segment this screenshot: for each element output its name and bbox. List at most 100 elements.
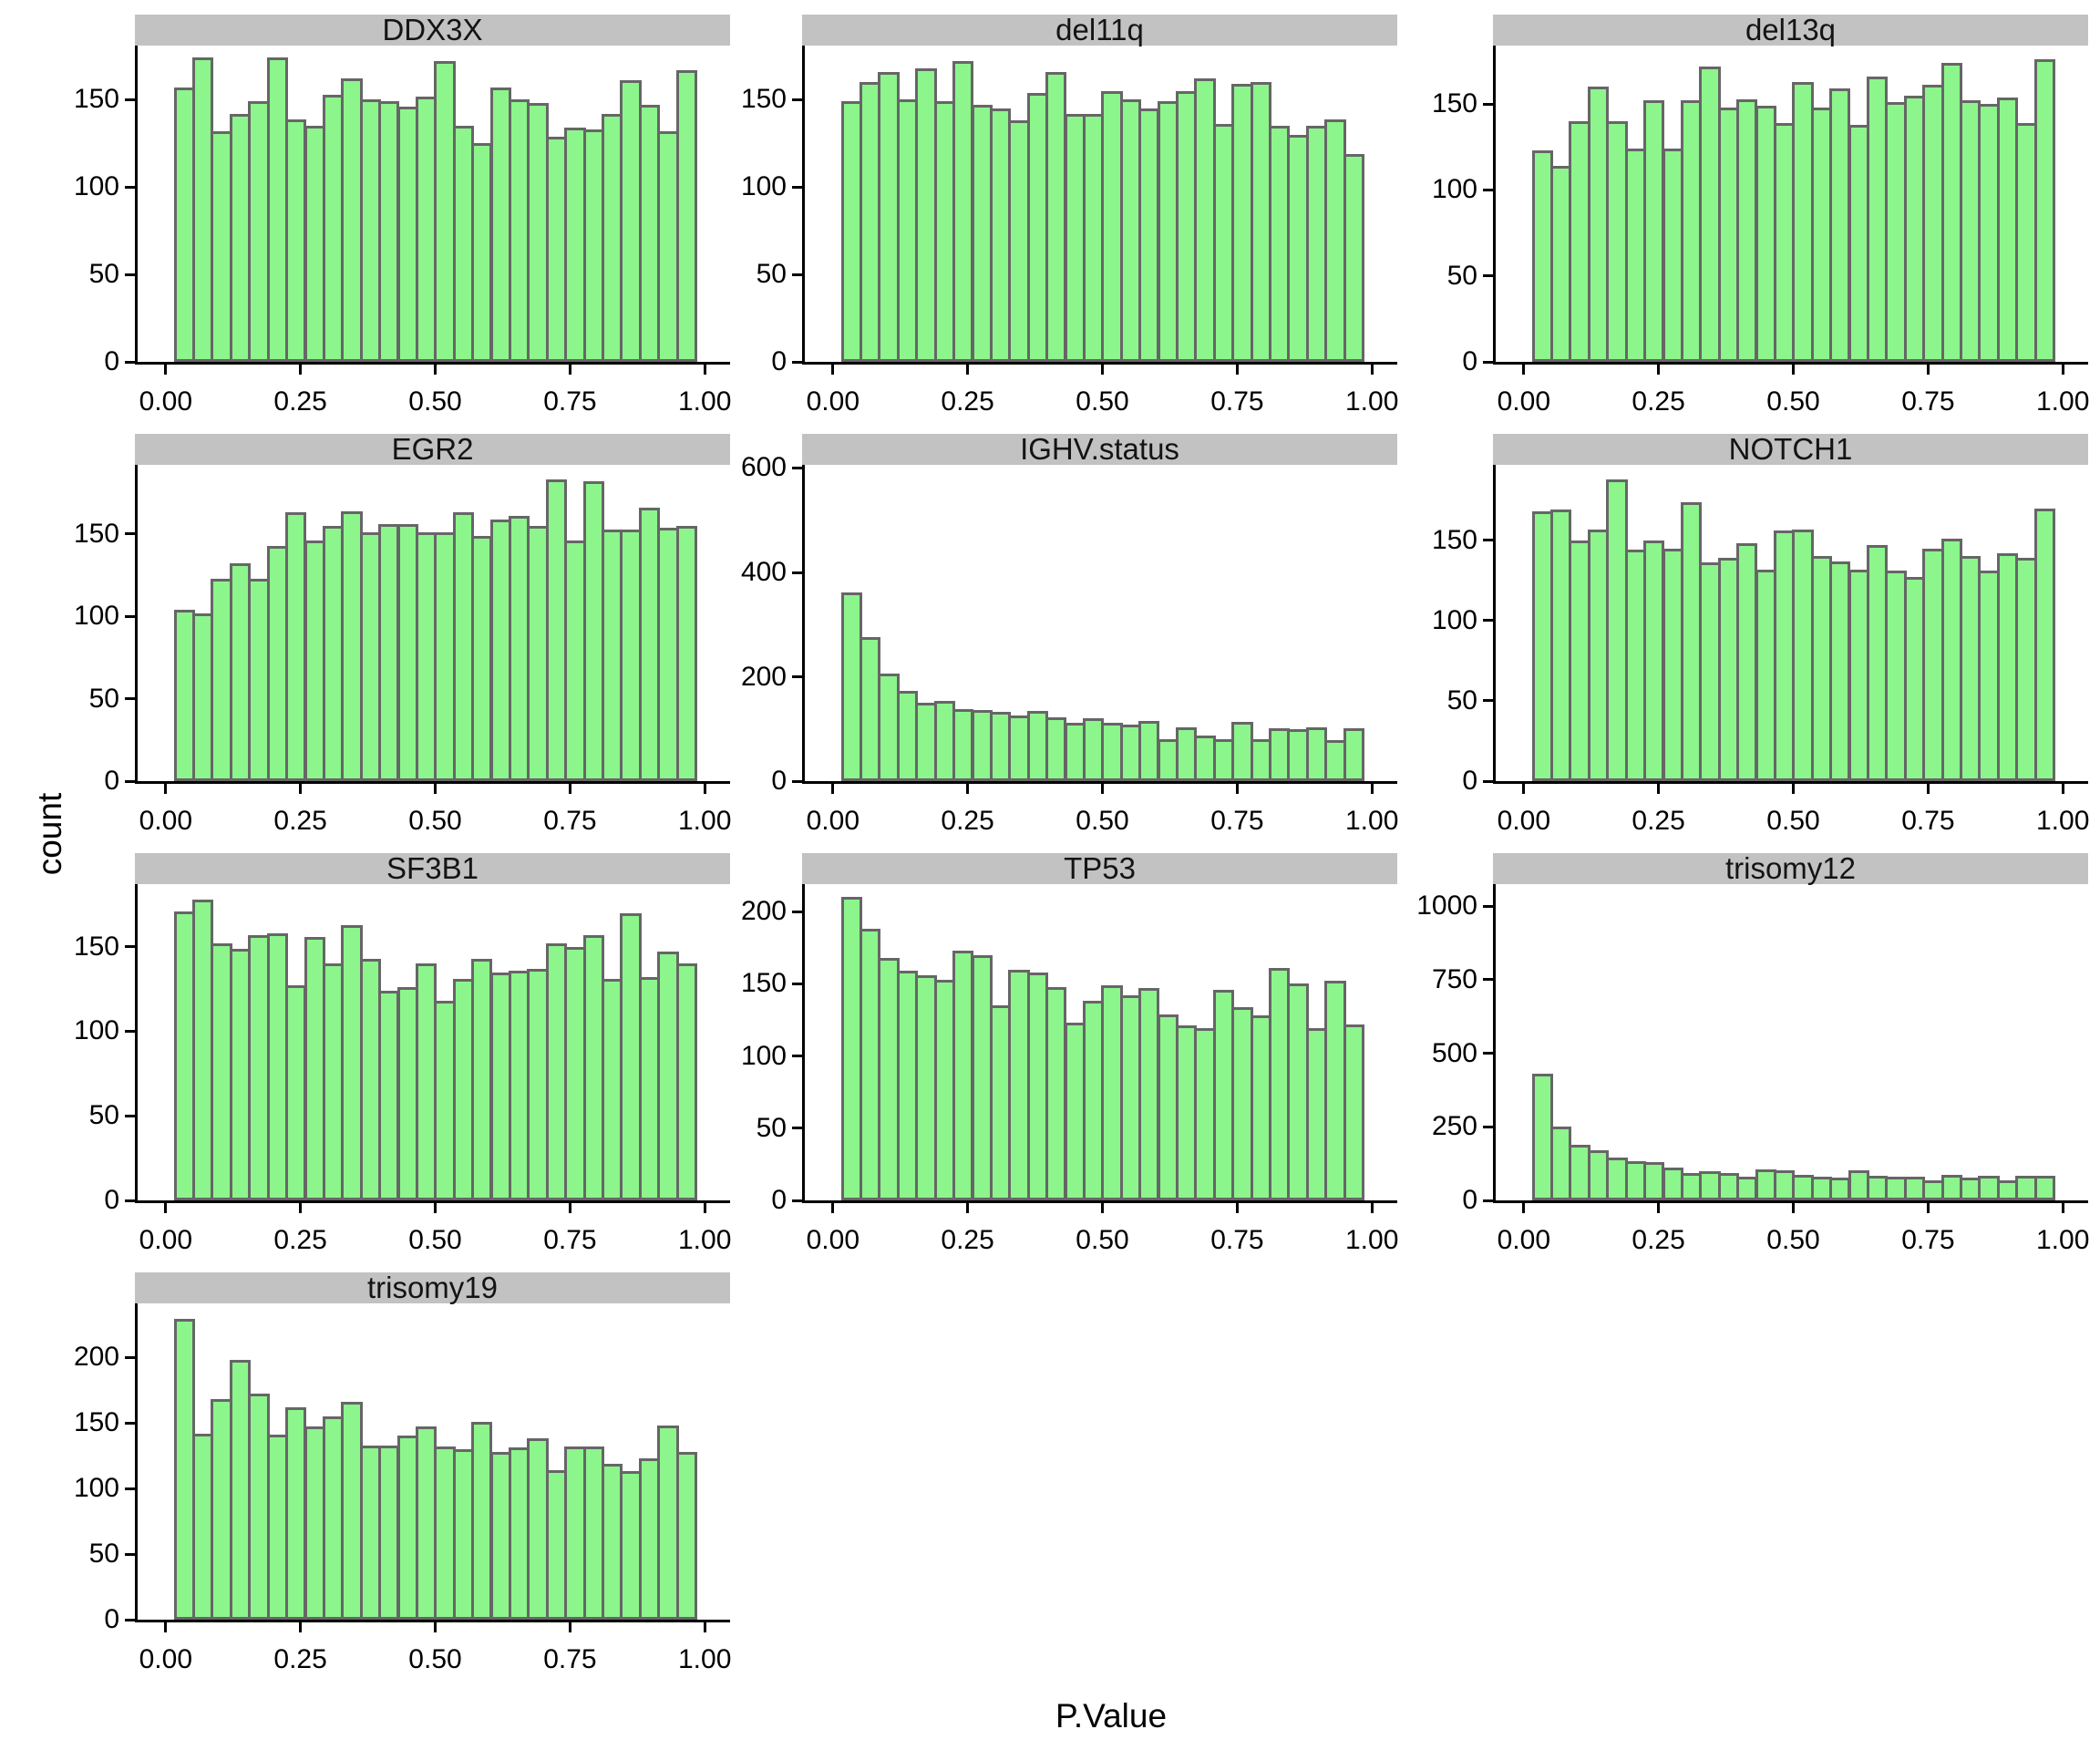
x-tick-mark	[1370, 365, 1374, 375]
facet-title: del11q	[1055, 13, 1144, 46]
x-tick-mark	[568, 784, 571, 794]
histogram-bar	[2033, 508, 2055, 781]
y-tick-mark	[792, 779, 802, 783]
y-tick-mark	[125, 185, 135, 189]
x-tick-mark	[1657, 784, 1661, 794]
facet-strip: TP53	[802, 853, 1397, 884]
x-tick-label: 1.00	[677, 806, 732, 836]
x-tick-label: 0.75	[1210, 806, 1264, 836]
y-tick-mark	[125, 1618, 135, 1621]
y-tick-label: 50	[88, 683, 119, 714]
y-tick-mark	[792, 1199, 802, 1202]
y-tick-mark	[1483, 102, 1493, 106]
x-tick-label: 0.25	[273, 1644, 327, 1674]
x-tick-mark	[1926, 784, 1930, 794]
facet-title: del13q	[1745, 13, 1837, 46]
x-tick-label: 0.25	[941, 386, 994, 417]
y-tick-label: 50	[88, 259, 119, 290]
y-tick-mark	[125, 98, 135, 101]
facet-strip: EGR2	[135, 434, 730, 465]
y-tick-mark	[125, 945, 135, 949]
facet-title: TP53	[1064, 851, 1136, 885]
y-tick-mark	[792, 910, 802, 913]
y-tick-label: 0	[104, 766, 119, 796]
y-tick-mark	[792, 675, 802, 678]
x-tick-mark	[164, 1203, 168, 1213]
y-tick-mark	[792, 273, 802, 276]
x-tick-label: 0.50	[1766, 1225, 1820, 1255]
facet-title: IGHV.status	[1020, 432, 1179, 466]
y-tick-label: 750	[1431, 963, 1477, 994]
x-tick-label: 0.00	[139, 806, 192, 836]
x-tick-mark	[164, 365, 168, 375]
y-tick-mark	[1483, 188, 1493, 191]
x-tick-mark	[1101, 1203, 1104, 1213]
y-tick-mark	[125, 1199, 135, 1202]
facet-strip: DDX3X	[135, 15, 730, 46]
x-tick-label: 0.00	[139, 1225, 192, 1255]
x-tick-mark	[1792, 1203, 1795, 1213]
y-tick-mark	[1483, 1052, 1493, 1055]
x-tick-label: 0.75	[543, 386, 597, 417]
y-tick-label: 0	[104, 1604, 119, 1634]
plot-area: 0 50 100 150 0.00 0.25 0.50 0.75 1.00	[1432, 465, 2089, 836]
y-tick-label: 100	[1431, 604, 1477, 635]
x-tick-mark	[1101, 784, 1104, 794]
y-tick-mark	[125, 697, 135, 701]
facet-strip: NOTCH1	[1493, 434, 2088, 465]
histogram-bar	[2033, 1175, 2055, 1200]
x-tick-mark	[966, 365, 970, 375]
x-tick-mark	[164, 1622, 168, 1632]
x-tick-mark	[2061, 1203, 2064, 1213]
x-tick-label: 0.75	[1901, 386, 1955, 417]
y-tick-label: 0	[771, 1185, 787, 1215]
histogram-bar	[1343, 1024, 1364, 1200]
y-tick-label: 250	[1431, 1111, 1477, 1142]
y-tick-label: 50	[756, 259, 787, 290]
y-tick-label: 50	[1446, 260, 1477, 291]
x-tick-mark	[299, 1203, 303, 1213]
y-tick-mark	[125, 1029, 135, 1033]
plot-area: 0 50 100 150 0.00 0.25 0.50 0.75 1.00	[74, 465, 731, 836]
facet-strip: del11q	[802, 15, 1397, 46]
x-tick-label: 0.75	[1901, 806, 1955, 836]
facet-panel-SF3B1: SF3B1 0 50 100 150 0.00 0.25 0.50 0.75 1.00	[74, 853, 731, 1256]
facet-panel-trisomy12: trisomy12 0 250 500 750 1000 0.00 0.25 0.50 0.75 1…	[1416, 853, 2089, 1256]
x-tick-mark	[1657, 365, 1661, 375]
y-tick-label: 0	[1462, 766, 1477, 796]
x-tick-mark	[831, 784, 835, 794]
facet-title: DDX3X	[382, 13, 483, 46]
facet-strip: IGHV.status	[802, 434, 1397, 465]
y-tick-mark	[792, 466, 802, 469]
x-tick-mark	[434, 1622, 437, 1632]
x-tick-mark	[1235, 1203, 1239, 1213]
x-tick-mark	[831, 1203, 835, 1213]
x-tick-label: 0.50	[408, 1644, 462, 1674]
y-tick-label: 50	[756, 1112, 787, 1143]
x-tick-label: 0.50	[408, 806, 462, 836]
x-tick-mark	[1657, 1203, 1661, 1213]
y-tick-mark	[1483, 699, 1493, 703]
y-tick-mark	[1483, 1125, 1493, 1128]
facet-panel-del13q: del13q 0 50 100 150 0.00 0.25 0.50 0.75 1.00	[1432, 13, 2089, 417]
x-tick-label: 0.00	[139, 1644, 192, 1674]
x-tick-mark	[1235, 784, 1239, 794]
facet-panel-del11q: del11q 0 50 100 150 0.00 0.25 0.50 0.75 1.00	[741, 15, 1398, 417]
y-tick-label: 600	[740, 452, 787, 483]
x-tick-label: 1.00	[1344, 806, 1399, 836]
x-tick-mark	[568, 1622, 571, 1632]
x-tick-label: 0.75	[1210, 386, 1264, 417]
x-tick-label: 0.25	[1632, 386, 1685, 417]
y-tick-label: 1000	[1416, 890, 1477, 921]
y-tick-mark	[125, 360, 135, 364]
plot-area: 0 50 100 150 0.00 0.25 0.50 0.75 1.00	[1432, 46, 2089, 417]
x-tick-mark	[299, 1622, 303, 1632]
y-tick-label: 400	[740, 557, 787, 587]
x-tick-mark	[1235, 365, 1239, 375]
x-tick-label: 0.00	[806, 386, 860, 417]
x-tick-label: 0.25	[1632, 1225, 1685, 1255]
x-tick-mark	[1792, 365, 1795, 375]
y-tick-label: 150	[73, 931, 119, 962]
x-tick-mark	[1522, 1203, 1526, 1213]
